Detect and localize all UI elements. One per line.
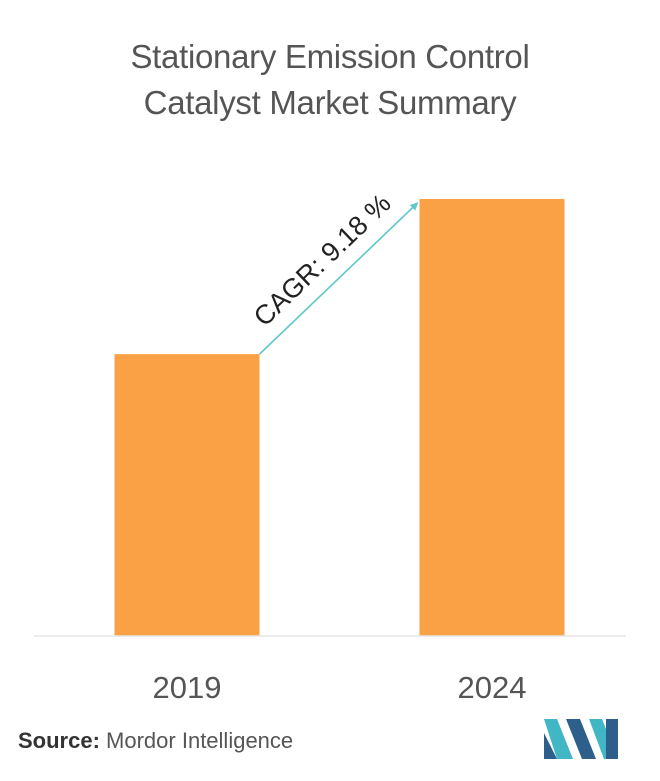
x-tick-label-2019: 2019 (153, 670, 222, 705)
cagr-arrow (258, 202, 419, 355)
cagr-annotation: CAGR: 9.18 % (248, 188, 419, 355)
source-note: Source: Mordor Intelligence (18, 728, 293, 754)
chart-title-line-2: Catalyst Market Summary (143, 84, 517, 121)
bar-2024 (419, 199, 565, 636)
cagr-label: CAGR: 9.18 % (248, 188, 397, 332)
chart-title: Stationary Emission Control Catalyst Mar… (0, 34, 660, 126)
x-tick-label-2024: 2024 (458, 670, 527, 705)
source-label: Source: (18, 728, 100, 753)
logo-shape-mid (544, 733, 557, 759)
chart-title-line-1: Stationary Emission Control (130, 38, 530, 75)
logo-shape-bar (606, 719, 618, 759)
bars-layer (114, 199, 565, 636)
mordor-intelligence-logo-icon (544, 719, 618, 759)
logo-shape-center (566, 719, 596, 759)
source-value: Mordor Intelligence (106, 728, 294, 753)
logo-shape-left (544, 719, 573, 759)
tick-labels-layer: 2019 2024 (153, 670, 527, 705)
bar-2019 (114, 354, 260, 636)
